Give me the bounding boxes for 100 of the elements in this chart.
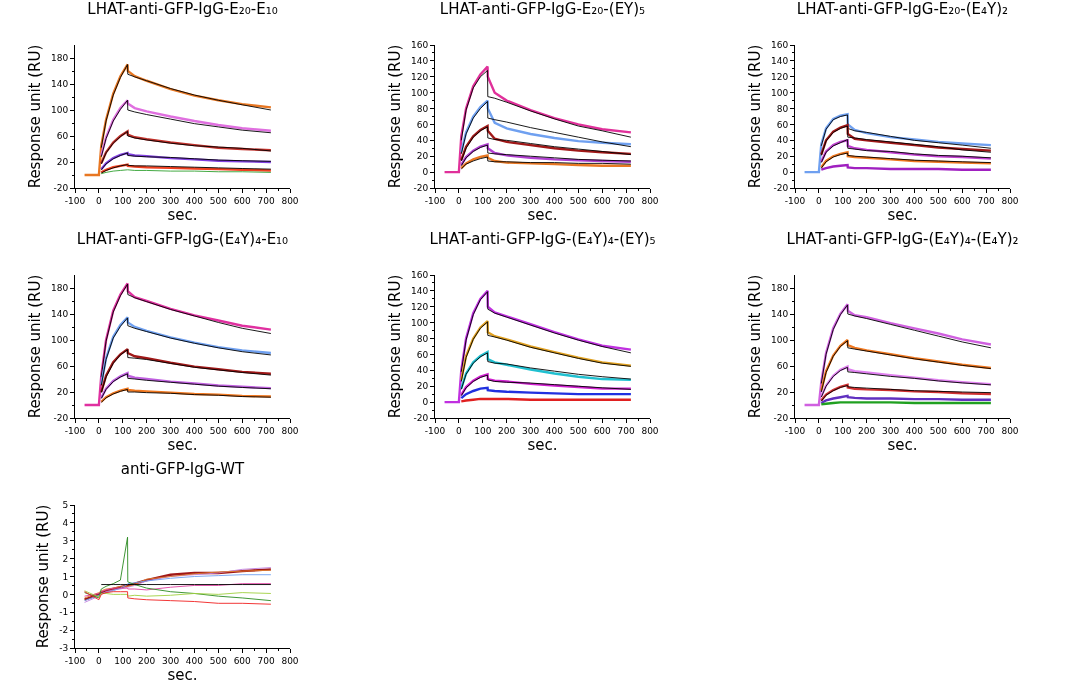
y-tick-label: 100: [51, 105, 69, 116]
x-axis-title: sec.: [527, 205, 558, 224]
y-tick-label: 0: [422, 397, 429, 408]
x-tick-label: 0: [816, 425, 823, 436]
x-tick-label: 800: [641, 195, 659, 206]
x-tick-label: 500: [569, 195, 588, 206]
x-tick-label: 200: [858, 195, 876, 206]
chart-title: LHAT-anti-GFP-IgG-E₂₀-(E₄Y)₂: [796, 0, 1009, 18]
x-tick-label: 800: [281, 195, 299, 206]
y-tick-label: 40: [416, 365, 429, 376]
x-tick-label: 300: [161, 425, 180, 436]
y-axis-title: Response unit (RU): [26, 274, 45, 419]
y-tick-label: -20: [53, 413, 69, 424]
x-tick-label: 800: [641, 425, 659, 436]
x-tick-label: 200: [138, 425, 156, 436]
y-tick-label: 80: [416, 333, 429, 344]
y-tick-label: 100: [771, 87, 789, 98]
x-tick-label: 0: [96, 655, 103, 666]
x-tick-label: 600: [233, 655, 252, 666]
x-tick-label: 700: [257, 425, 275, 436]
y-tick-label: 4: [62, 518, 69, 529]
x-tick-label: 700: [617, 195, 635, 206]
x-tick-label: 100: [474, 195, 492, 206]
y-tick-label: 1: [62, 571, 69, 582]
y-tick-label: 20: [56, 387, 69, 398]
y-tick-label: 160: [771, 40, 789, 51]
x-tick-label: 400: [545, 425, 564, 436]
y-tick-label: 120: [411, 301, 429, 312]
y-tick-label: -20: [53, 183, 69, 194]
x-tick-label: 700: [977, 425, 995, 436]
y-tick-label: 20: [416, 381, 429, 392]
y-tick-label: 140: [411, 286, 429, 297]
y-tick-label: 2: [62, 553, 69, 564]
x-tick-label: 400: [185, 655, 204, 666]
y-tick-label: 60: [416, 119, 429, 130]
y-tick-label: 80: [776, 103, 789, 114]
y-tick-label: 20: [416, 151, 429, 162]
x-tick-label: 0: [96, 425, 103, 436]
x-tick-label: 200: [138, 655, 156, 666]
chart-title: LHAT-anti-GFP-IgG-E₂₀-(EY)₅: [439, 0, 646, 18]
x-tick-label: 200: [138, 195, 156, 206]
y-tick-label: 60: [56, 361, 69, 372]
x-tick-label: 700: [617, 425, 635, 436]
y-tick-label: 140: [771, 56, 789, 67]
y-tick-label: 3: [62, 535, 69, 546]
x-tick-label: 600: [233, 195, 252, 206]
y-tick-label: -20: [413, 413, 429, 424]
chart-title: LHAT-anti-GFP-IgG-(E₄Y)₄-E₁₀: [76, 229, 289, 248]
y-axis-title: Response unit (RU): [746, 44, 765, 189]
x-axis-title: sec.: [167, 435, 198, 454]
x-tick-label: 500: [209, 195, 228, 206]
y-tick-label: 0: [62, 589, 69, 600]
x-tick-label: -100: [64, 425, 86, 436]
x-tick-label: 300: [161, 195, 180, 206]
x-tick-label: 700: [977, 195, 995, 206]
x-tick-label: 400: [185, 425, 204, 436]
x-tick-label: 100: [834, 425, 852, 436]
y-tick-label: 100: [411, 317, 429, 328]
x-tick-label: 400: [905, 195, 924, 206]
x-tick-label: 600: [593, 425, 612, 436]
x-axis-title: sec.: [887, 205, 918, 224]
y-tick-label: 140: [771, 309, 789, 320]
y-tick-label: 140: [51, 309, 69, 320]
x-axis-title: sec.: [887, 435, 918, 454]
y-tick-label: 60: [776, 119, 789, 130]
y-axis-title: Response unit (RU): [386, 274, 405, 419]
y-tick-label: 20: [776, 151, 789, 162]
x-tick-label: 0: [456, 195, 463, 206]
x-tick-label: 500: [209, 425, 228, 436]
x-tick-label: 0: [456, 425, 463, 436]
chart-title: LHAT-anti-GFP-IgG-(E₄Y)₄-(E₄Y)₂: [786, 229, 1019, 248]
x-tick-label: 700: [257, 195, 275, 206]
x-tick-label: 700: [257, 655, 275, 666]
x-tick-label: 200: [858, 425, 876, 436]
y-tick-label: -3: [59, 643, 69, 654]
x-tick-label: 300: [521, 195, 540, 206]
x-tick-label: 800: [1001, 425, 1019, 436]
x-tick-label: -100: [424, 195, 446, 206]
y-axis-title: Response unit (RU): [386, 44, 405, 189]
y-tick-label: -1: [59, 607, 69, 618]
x-tick-label: 400: [545, 195, 564, 206]
y-tick-label: 160: [411, 40, 429, 51]
x-tick-label: 0: [96, 195, 103, 206]
x-tick-label: 800: [281, 425, 299, 436]
chart-title: LHAT-anti-GFP-IgG-E₂₀-E₁₀: [87, 0, 278, 18]
y-tick-label: 60: [56, 131, 69, 142]
x-tick-label: 800: [281, 655, 299, 666]
x-axis-title: sec.: [167, 205, 198, 224]
x-tick-label: 500: [209, 655, 228, 666]
y-tick-label: 60: [416, 349, 429, 360]
y-tick-label: 0: [422, 167, 429, 178]
x-tick-label: 600: [953, 195, 972, 206]
y-tick-label: -20: [413, 183, 429, 194]
chart-title: LHAT-anti-GFP-IgG-(E₄Y)₄-(EY)₅: [429, 229, 656, 248]
y-tick-label: 140: [411, 56, 429, 67]
y-tick-label: 40: [776, 135, 789, 146]
x-tick-label: 500: [929, 195, 948, 206]
x-tick-label: -100: [784, 425, 806, 436]
x-tick-label: 100: [114, 195, 132, 206]
x-axis-title: sec.: [167, 665, 198, 684]
